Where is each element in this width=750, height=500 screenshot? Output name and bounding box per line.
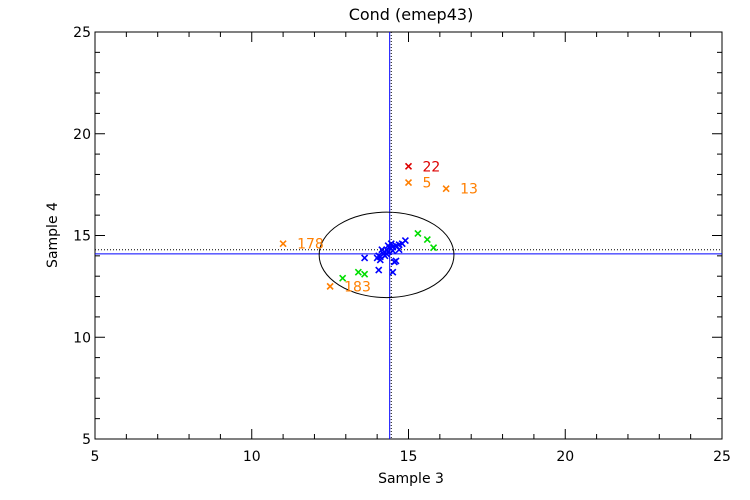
y-tick-label: 15 <box>73 229 91 245</box>
confidence-ellipse <box>318 211 455 299</box>
x-tick-label: 5 <box>91 449 100 465</box>
y-tick-label: 20 <box>73 127 91 143</box>
point-orange <box>279 240 287 248</box>
point-blue <box>395 246 403 254</box>
data-points <box>279 162 450 290</box>
point-blue <box>376 253 384 261</box>
y-axis-label: Sample 4 <box>45 202 61 268</box>
point-green <box>339 274 347 282</box>
reference-lines <box>95 32 722 439</box>
point-blue <box>384 242 392 250</box>
point-orange <box>326 282 334 290</box>
point-label: 178 <box>297 237 324 253</box>
point-blue <box>382 250 391 258</box>
point-blue <box>389 268 397 276</box>
plot-frame <box>94 31 723 440</box>
point-label: 13 <box>460 182 478 198</box>
point-label: 183 <box>344 279 371 295</box>
point-orange <box>442 185 450 193</box>
x-tick-label: 10 <box>243 449 261 465</box>
point-labels: 5 13 178 183 22 <box>297 159 478 295</box>
point-red <box>404 162 413 170</box>
x-axis-label: Sample 3 <box>378 471 444 487</box>
point-blue <box>401 237 409 245</box>
point-label: 22 <box>423 159 441 175</box>
x-tick-label: 15 <box>400 449 418 465</box>
axis-ticks <box>94 31 723 440</box>
chart-title: Cond (emep43) <box>349 5 474 24</box>
point-blue <box>375 266 383 274</box>
point-green <box>430 244 438 252</box>
x-tick-label: 20 <box>556 449 574 465</box>
point-orange <box>404 179 413 187</box>
axis-tick-labels: 5 10 15 20 25 5 10 15 20 25 <box>73 25 731 465</box>
y-tick-label: 5 <box>82 432 91 448</box>
point-label: 5 <box>423 176 432 192</box>
y-tick-label: 10 <box>73 330 91 346</box>
point-green <box>354 268 362 276</box>
y-tick-label: 25 <box>73 25 91 41</box>
confidence-ellipse-layer <box>318 211 455 299</box>
point-blue <box>390 258 398 266</box>
point-blue <box>361 254 369 262</box>
x-tick-label: 25 <box>713 449 731 465</box>
point-green <box>423 236 431 244</box>
point-green <box>414 229 422 238</box>
point-green <box>361 270 369 278</box>
